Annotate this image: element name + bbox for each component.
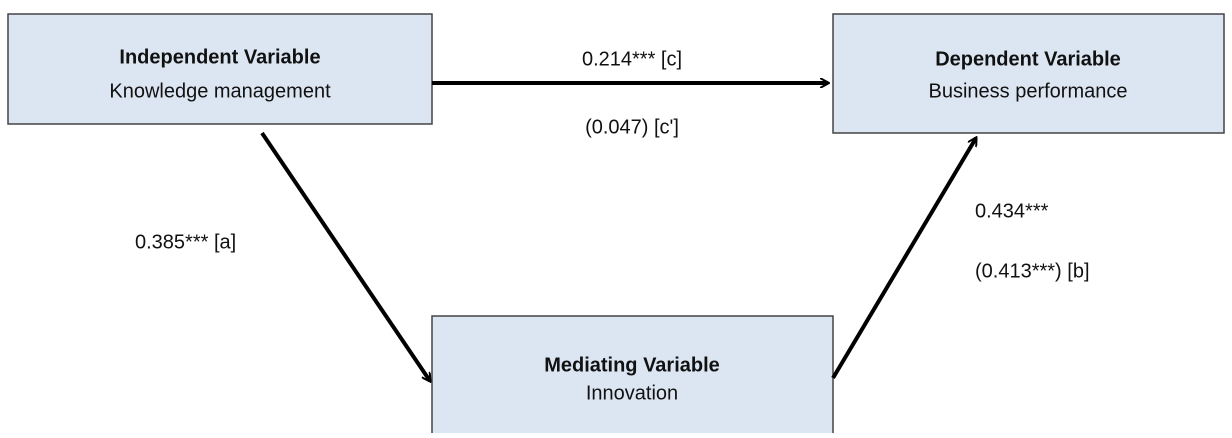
edge-label: (0.413***) [b]: [975, 260, 1090, 282]
node-box: [431, 315, 834, 438]
node-box: [832, 13, 1225, 134]
arrow: [831, 138, 978, 380]
edge-label: (0.047) [c']: [585, 116, 679, 138]
edge-label: 0.434***: [975, 200, 1049, 222]
node-subtitle: Innovation: [586, 382, 678, 404]
node-subtitle: Business performance: [929, 80, 1128, 102]
node-box: [7, 13, 433, 125]
node-subtitle: Knowledge management: [109, 80, 331, 102]
arrow: [260, 131, 430, 381]
edge-label: 0.385*** [a]: [135, 231, 236, 253]
node-title: Mediating Variable: [544, 354, 720, 376]
edge-label: 0.214*** [c]: [582, 48, 682, 70]
node-title: Dependent Variable: [935, 48, 1121, 70]
node-title: Independent Variable: [119, 46, 320, 68]
